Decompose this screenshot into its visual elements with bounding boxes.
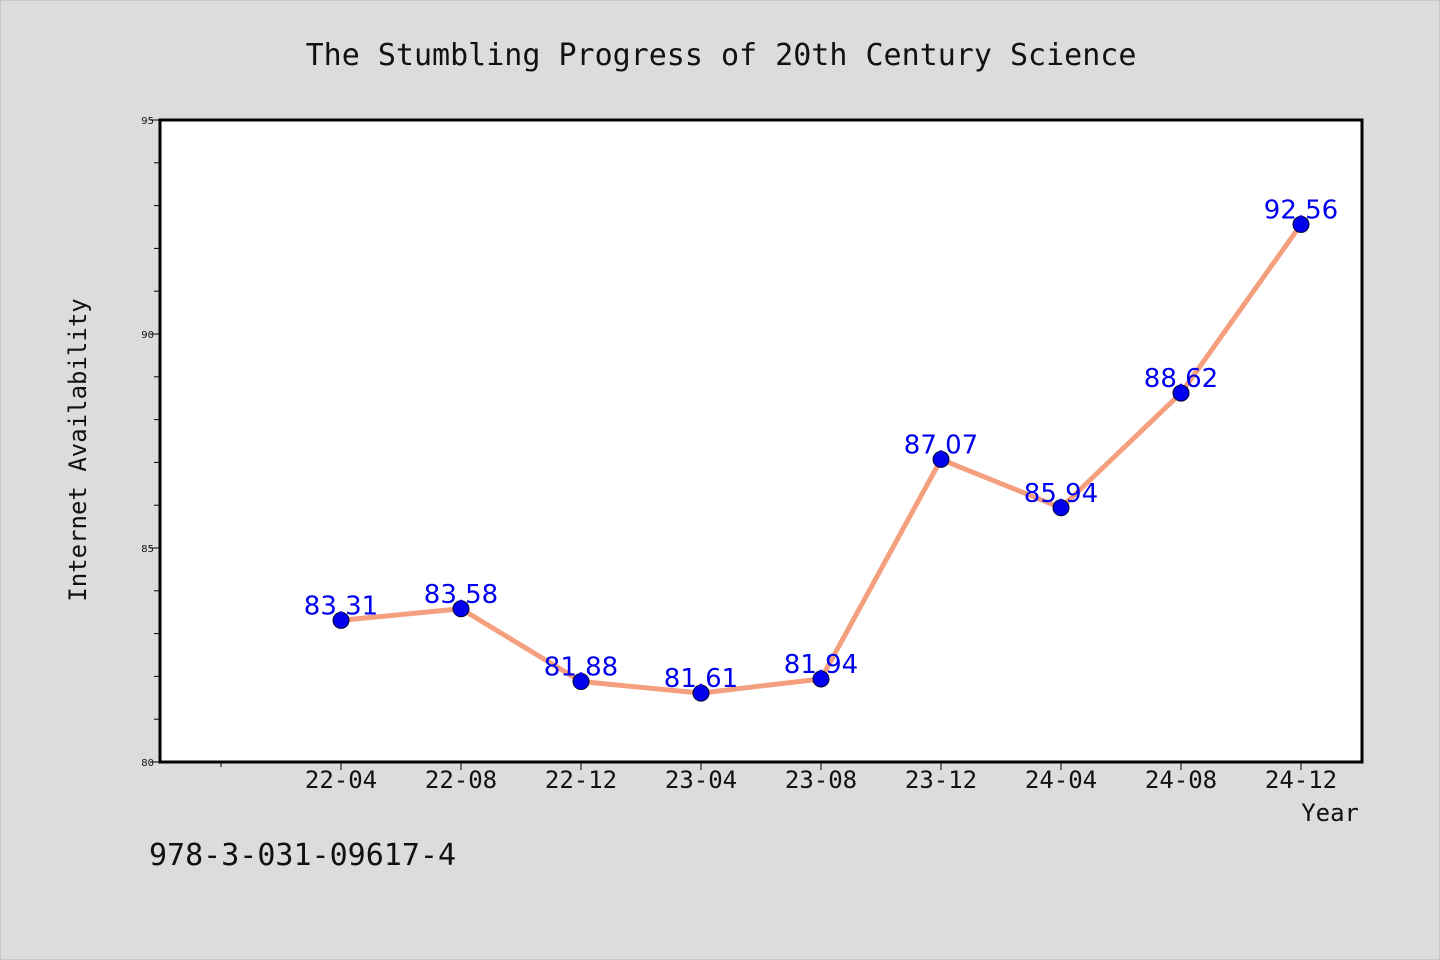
data-label: 83.31: [304, 591, 378, 621]
data-point: [932, 450, 950, 468]
data-point: [812, 670, 830, 688]
isbn-footer: 978-3-031-09617-4: [149, 838, 456, 873]
data-label: 81.61: [664, 664, 738, 694]
y-tick-label: 80: [141, 758, 154, 769]
x-axis: 22-04 22-08 22-12 23-04 23-08 23-12 24-04 24-08…: [220, 762, 1337, 794]
x-tick-label: 24-04: [1025, 766, 1097, 794]
x-tick-label: 24-08: [1145, 766, 1217, 794]
y-axis-label: Internet Availability: [64, 298, 92, 601]
data-point: [692, 684, 710, 702]
data-point: [332, 611, 350, 629]
data-point: [572, 673, 590, 691]
y-tick-label: 95: [141, 116, 154, 127]
data-point: [1292, 215, 1310, 233]
y-tick-label: 90: [141, 330, 154, 341]
y-tick-label: 85: [141, 544, 154, 555]
plot-area: [158, 118, 1364, 764]
x-tick-label: 22-04: [305, 766, 377, 794]
x-tick-label: 22-08: [425, 766, 497, 794]
data-point: [1172, 384, 1190, 402]
series-group: 83.31 83.58 81.88 81.61 81.94 87.07 85.94 88.62…: [304, 195, 1338, 702]
y-axis: 80 85 90 95: [141, 116, 160, 769]
x-axis-label: Year: [1301, 799, 1359, 827]
data-label: 81.88: [544, 653, 618, 683]
data-label: 83.58: [424, 580, 498, 610]
chart-title: The Stumbling Progress of 20th Century S…: [306, 38, 1137, 73]
data-point: [1052, 499, 1070, 517]
x-tick-label: 24-12: [1265, 766, 1337, 794]
data-label: 88.62: [1144, 364, 1218, 394]
data-label: 81.94: [784, 650, 858, 680]
x-tick-label: 23-08: [785, 766, 857, 794]
data-point: [452, 600, 470, 618]
x-tick-label: 23-04: [665, 766, 737, 794]
x-tick-label: 22-12: [545, 766, 617, 794]
data-label: 92.56: [1264, 195, 1338, 225]
data-label: 85.94: [1024, 479, 1098, 509]
x-tick-label: 23-12: [905, 766, 977, 794]
data-label: 87.07: [904, 430, 978, 460]
